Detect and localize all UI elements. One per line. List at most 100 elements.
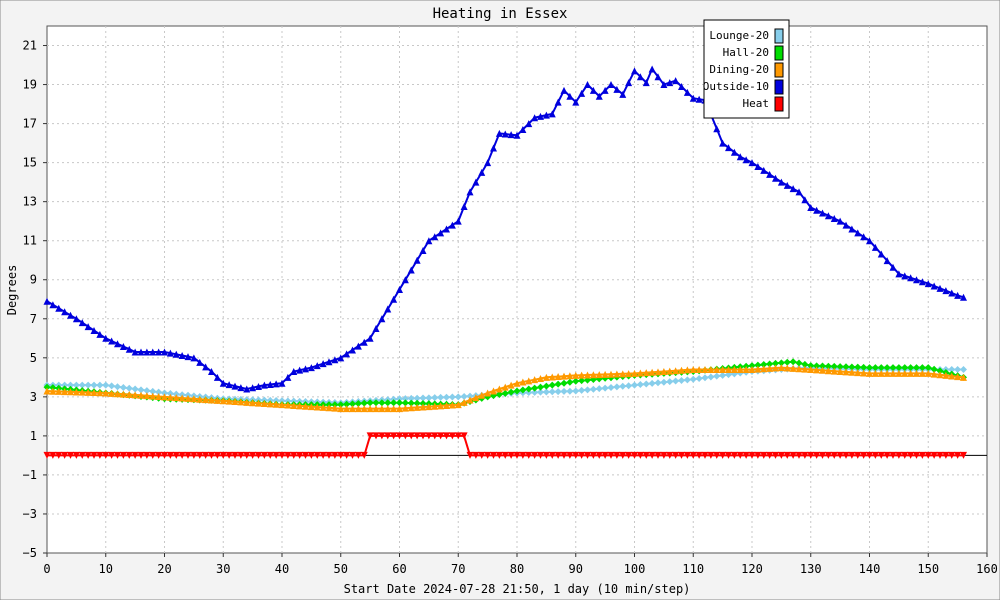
data-point-heat	[625, 451, 633, 459]
data-point-dining-20	[936, 371, 944, 379]
data-point-lounge-20	[689, 375, 697, 383]
data-point-outside-10	[942, 287, 950, 295]
data-point-heat	[472, 451, 480, 459]
data-point-dining-20	[213, 396, 221, 404]
data-point-outside-10	[61, 308, 69, 316]
data-point-hall-20	[372, 399, 380, 407]
data-point-dining-20	[730, 366, 738, 374]
data-point-dining-20	[648, 368, 656, 376]
data-point-outside-10	[642, 79, 650, 87]
data-point-heat	[313, 451, 321, 459]
data-point-hall-20	[419, 399, 427, 407]
data-point-heat	[296, 451, 304, 459]
data-point-dining-20	[848, 368, 856, 376]
data-point-outside-10	[601, 86, 609, 94]
data-point-lounge-20	[166, 390, 174, 398]
data-point-dining-20	[854, 369, 862, 377]
data-point-dining-20	[78, 388, 86, 396]
data-point-outside-10	[284, 373, 292, 381]
data-point-lounge-20	[90, 381, 98, 389]
data-point-dining-20	[61, 388, 69, 396]
data-point-outside-10	[349, 346, 356, 354]
data-point-hall-20	[578, 377, 586, 385]
data-point-heat	[307, 451, 315, 459]
data-point-hall-20	[866, 364, 873, 372]
data-point-lounge-20	[701, 374, 709, 382]
data-point-dining-20	[354, 405, 362, 413]
data-point-outside-10	[419, 246, 427, 254]
legend-swatch-dining-20	[774, 62, 784, 78]
x-tick-label: 0	[43, 562, 50, 576]
data-point-outside-10	[343, 350, 351, 358]
data-point-outside-10	[584, 81, 591, 89]
data-point-outside-10	[866, 237, 873, 245]
chart-title: Heating in Essex	[433, 6, 568, 22]
data-point-heat	[689, 451, 697, 459]
data-point-lounge-20	[566, 387, 574, 395]
data-point-dining-20	[707, 366, 715, 374]
data-point-dining-20	[889, 369, 897, 377]
y-tick-label: −5	[23, 546, 37, 560]
data-point-hall-20	[783, 358, 791, 366]
data-point-outside-10	[413, 256, 421, 264]
data-point-hall-20	[777, 359, 785, 367]
data-point-outside-10	[760, 166, 768, 174]
data-point-outside-10	[548, 110, 556, 118]
data-point-heat	[772, 451, 779, 459]
x-tick-label: 160	[976, 562, 998, 576]
data-point-dining-20	[589, 371, 597, 379]
data-point-heat	[131, 451, 139, 459]
data-point-heat	[513, 451, 521, 459]
data-point-outside-10	[513, 131, 521, 139]
data-point-heat	[266, 451, 274, 459]
data-point-outside-10	[807, 204, 815, 212]
data-point-heat	[72, 451, 80, 459]
data-point-heat	[231, 451, 239, 459]
data-point-hall-20	[572, 377, 580, 385]
data-point-dining-20	[795, 365, 803, 373]
data-point-dining-20	[819, 366, 826, 374]
data-point-dining-20	[766, 364, 774, 372]
data-point-dining-20	[918, 369, 926, 377]
data-point-dining-20	[443, 401, 450, 409]
data-point-heat	[507, 451, 515, 459]
data-point-heat	[466, 451, 474, 459]
data-point-heat	[924, 451, 932, 459]
data-point-dining-20	[613, 370, 621, 378]
data-point-hall-20	[507, 388, 515, 396]
data-point-hall-20	[813, 362, 821, 370]
data-point-dining-20	[360, 405, 368, 413]
data-point-heat	[272, 451, 280, 459]
data-point-heat	[155, 451, 163, 459]
data-point-heat	[783, 451, 791, 459]
data-point-dining-20	[783, 364, 791, 372]
data-point-outside-10	[801, 196, 809, 204]
data-point-dining-20	[390, 405, 398, 413]
data-point-outside-10	[525, 120, 533, 128]
data-point-dining-20	[366, 405, 374, 413]
data-point-dining-20	[472, 394, 480, 402]
x-tick-label: 110	[682, 562, 704, 576]
data-point-heat	[213, 451, 221, 459]
data-point-lounge-20	[719, 371, 727, 379]
data-point-dining-20	[642, 369, 650, 377]
data-point-dining-20	[272, 400, 280, 408]
data-point-lounge-20	[601, 384, 609, 392]
data-point-heat	[137, 451, 145, 459]
data-point-lounge-20	[443, 393, 450, 401]
data-point-dining-20	[807, 366, 815, 374]
y-tick-label: 15	[23, 156, 37, 170]
data-point-lounge-20	[172, 390, 180, 398]
data-point-outside-10	[625, 79, 633, 87]
data-point-dining-20	[67, 388, 74, 396]
data-point-heat	[942, 451, 950, 459]
data-point-dining-20	[278, 401, 286, 409]
data-point-dining-20	[907, 369, 915, 377]
data-point-outside-10	[208, 367, 215, 375]
data-point-outside-10	[595, 92, 603, 100]
data-point-lounge-20	[595, 385, 603, 393]
data-point-heat	[454, 432, 462, 440]
data-point-heat	[448, 432, 456, 440]
data-point-dining-20	[225, 397, 233, 405]
